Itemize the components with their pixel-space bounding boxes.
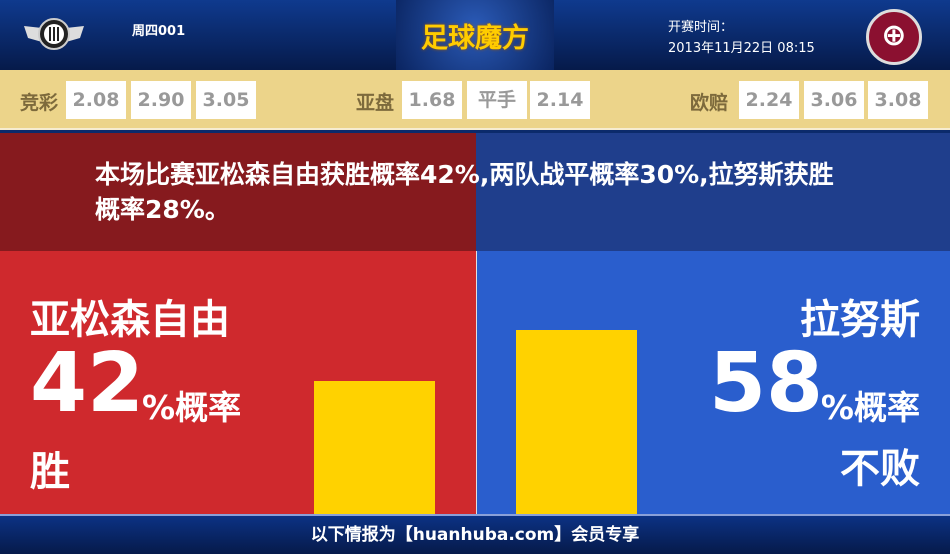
match-number: 周四001 <box>132 24 186 39</box>
away-percent-label: %概率 <box>820 388 920 427</box>
odds-value: 3.05 <box>196 81 256 119</box>
home-outcome: 胜 <box>30 449 70 495</box>
summary-bg-left <box>0 133 476 251</box>
away-panel: 拉努斯 58 %概率 不败 <box>476 251 950 514</box>
odds-value: 2.24 <box>739 81 799 119</box>
prediction-summary: 本场比赛亚松森自由获胜概率42%,两队战平概率30%,拉努斯获胜概率28%。 <box>95 160 834 224</box>
ouzhi-label: 欧赔 <box>690 92 729 114</box>
summary-bg-right <box>476 133 950 251</box>
kickoff-label: 开赛时间： <box>668 20 734 35</box>
home-probability-bar <box>314 381 435 514</box>
home-percent: 42 <box>30 336 145 431</box>
member-footer[interactable]: 以下情报为【huanhuba.com】会员专享 <box>0 514 950 554</box>
odds-value: 2.90 <box>131 81 191 119</box>
brand-logo-bg <box>396 0 554 70</box>
away-team-name: 拉努斯 <box>800 297 920 343</box>
odds-value: 3.06 <box>804 81 864 119</box>
away-team-logo: ⊕ <box>866 9 922 65</box>
away-outcome: 不败 <box>840 446 920 492</box>
home-team-logo <box>24 18 84 50</box>
home-panel: 亚松森自由 42 %概率 胜 <box>0 251 476 514</box>
yapan-label: 亚盘 <box>356 92 395 114</box>
jingcai-label: 竞彩 <box>20 92 59 114</box>
odds-value: 1.68 <box>402 81 462 119</box>
home-team-name: 亚松森自由 <box>30 297 230 343</box>
away-percent: 58 <box>709 336 824 431</box>
brand-logo: 足球魔方 <box>421 23 529 54</box>
home-percent-label: %概率 <box>142 388 242 427</box>
odds-value: 平手 <box>467 81 527 119</box>
kickoff-time: 2013年11月22日 08:15 <box>668 41 815 56</box>
odds-value: 2.14 <box>530 81 590 119</box>
away-probability-bar <box>516 330 637 514</box>
odds-value: 3.08 <box>868 81 928 119</box>
odds-value: 2.08 <box>66 81 126 119</box>
